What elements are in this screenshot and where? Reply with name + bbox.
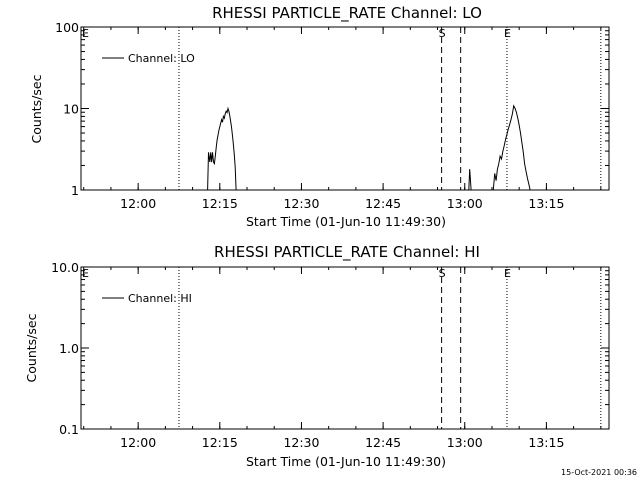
- y-axis-label: Counts/sec: [29, 74, 44, 143]
- legend-label: Channel: LO: [128, 52, 195, 65]
- x-tick-label: 13:00: [447, 196, 483, 211]
- x-tick-label: 12:00: [120, 196, 156, 211]
- x-tick-label: 13:00: [447, 435, 483, 450]
- marker-label-e: E: [82, 27, 89, 40]
- legend: Channel: LO: [102, 52, 195, 65]
- x-tick-label: 12:15: [202, 435, 238, 450]
- x-tick-label: 12:00: [120, 435, 156, 450]
- chart-panel-hi: RHESSI PARTICLE_RATE Channel: HI E S E 12:…: [24, 243, 610, 469]
- x-axis-label: Start Time (01-Jun-10 11:49:30): [246, 454, 446, 469]
- legend: Channel: HI: [102, 292, 192, 305]
- footer-timestamp: 15-Oct-2021 00:36: [561, 468, 637, 477]
- x-tick-label: 12:30: [283, 435, 319, 450]
- legend-label: Channel: HI: [128, 292, 192, 305]
- y-axis-label: Counts/sec: [24, 313, 39, 382]
- chart-title: RHESSI PARTICLE_RATE Channel: HI: [214, 243, 480, 262]
- chart-title: RHESSI PARTICLE_RATE Channel: LO: [212, 4, 482, 23]
- chart-panel-lo: RHESSI PARTICLE_RATE Channel: LO E S E 12:…: [29, 4, 610, 229]
- y-tick-label: 100: [55, 20, 79, 35]
- series-line-segment-0: [207, 106, 237, 191]
- y-tick-label: 10: [63, 102, 79, 117]
- y-tick-label: 1: [71, 183, 79, 198]
- marker-label-s: S: [439, 27, 446, 40]
- y-tick-label: 10.0: [51, 260, 79, 275]
- x-tick-label: 13:15: [528, 196, 564, 211]
- x-tick-label: 12:45: [365, 196, 401, 211]
- marker-label-e: E: [504, 267, 511, 280]
- y-tick-label: 1.0: [59, 341, 79, 356]
- marker-label-e: E: [504, 27, 511, 40]
- x-axis-label: Start Time (01-Jun-10 11:49:30): [246, 214, 446, 229]
- x-tick-label: 12:15: [202, 196, 238, 211]
- x-tick-label: 12:30: [283, 196, 319, 211]
- marker-label-e: E: [82, 267, 89, 280]
- marker-label-s: S: [439, 267, 446, 280]
- x-tick-label: 13:15: [528, 435, 564, 450]
- series-line-segment-1: [468, 169, 472, 191]
- y-tick-label: 0.1: [59, 422, 79, 437]
- x-tick-label: 12:45: [365, 435, 401, 450]
- series-line-segment-2: [492, 104, 531, 191]
